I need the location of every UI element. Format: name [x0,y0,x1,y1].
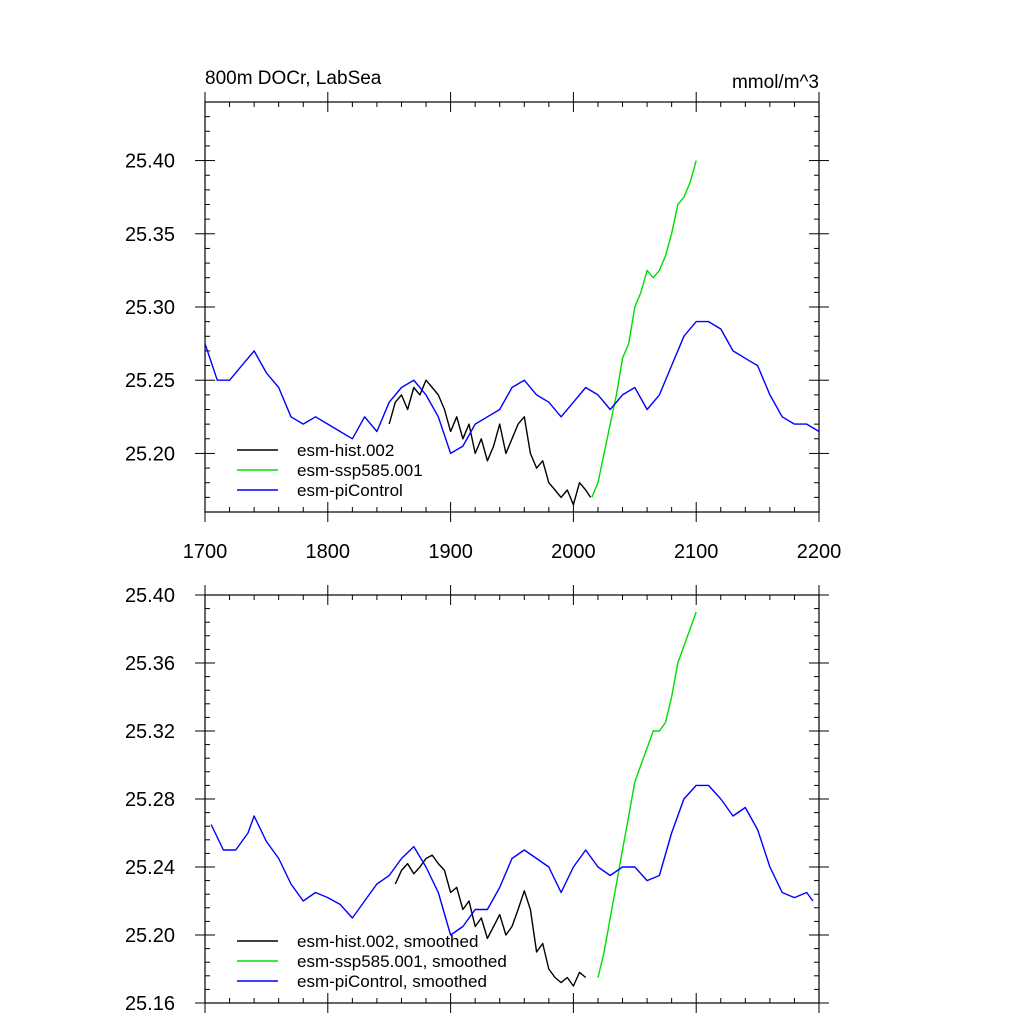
bottom-legend-label: esm-hist.002, smoothed [297,932,478,951]
bottom-legend-label: esm-piControl, smoothed [297,972,487,991]
top-y-tick-label: 25.40 [125,151,175,173]
top-legend-label: esm-hist.002 [297,441,394,460]
top-series-line-0 [388,379,592,506]
bottom-y-tick-label: 25.20 [125,925,175,947]
bottom-series-line-1 [597,611,697,978]
top-chart-title: 800m DOCr, LabSea [205,68,382,89]
top-y-tick-label: 25.20 [125,443,175,465]
x-tick-label: 1800 [306,541,351,563]
top-y-tick-label: 25.25 [125,370,175,392]
bottom-y-tick-label: 25.36 [125,653,175,675]
top-y-tick-label: 25.30 [125,297,175,319]
bottom-y-tick-label: 25.28 [125,789,175,811]
top-chart-panel: 1700 1800 1900 2000 2100 2200 25.20 25.25 25.30 2… [125,92,841,563]
x-tick-label: 2100 [674,541,719,563]
top-y-tick-label: 25.35 [125,224,175,246]
bottom-y-tick-label: 25.32 [125,721,175,743]
top-series-line-2 [204,320,820,455]
bottom-series-line-2 [210,784,814,936]
bottom-y-tick-label: 25.24 [125,857,175,879]
bottom-y-tick-label: 25.16 [125,993,175,1015]
bottom-series-line-0 [394,854,587,987]
top-legend-label: esm-ssp585.001 [297,461,423,480]
x-tick-label: 1700 [183,541,228,563]
top-chart-unit: mmol/m^3 [732,72,819,93]
x-tick-label: 1900 [428,541,473,563]
top-series-line-1 [591,160,697,498]
x-tick-label: 2000 [551,541,596,563]
top-legend-label: esm-piControl [297,481,403,500]
bottom-chart-panel: 25.16 25.20 25.24 25.28 25.32 25.36 25.40 esm-h… [125,585,829,1015]
bottom-y-tick-label: 25.40 [125,585,175,607]
x-tick-label: 2200 [797,541,842,563]
bottom-legend-label: esm-ssp585.001, smoothed [297,952,507,971]
